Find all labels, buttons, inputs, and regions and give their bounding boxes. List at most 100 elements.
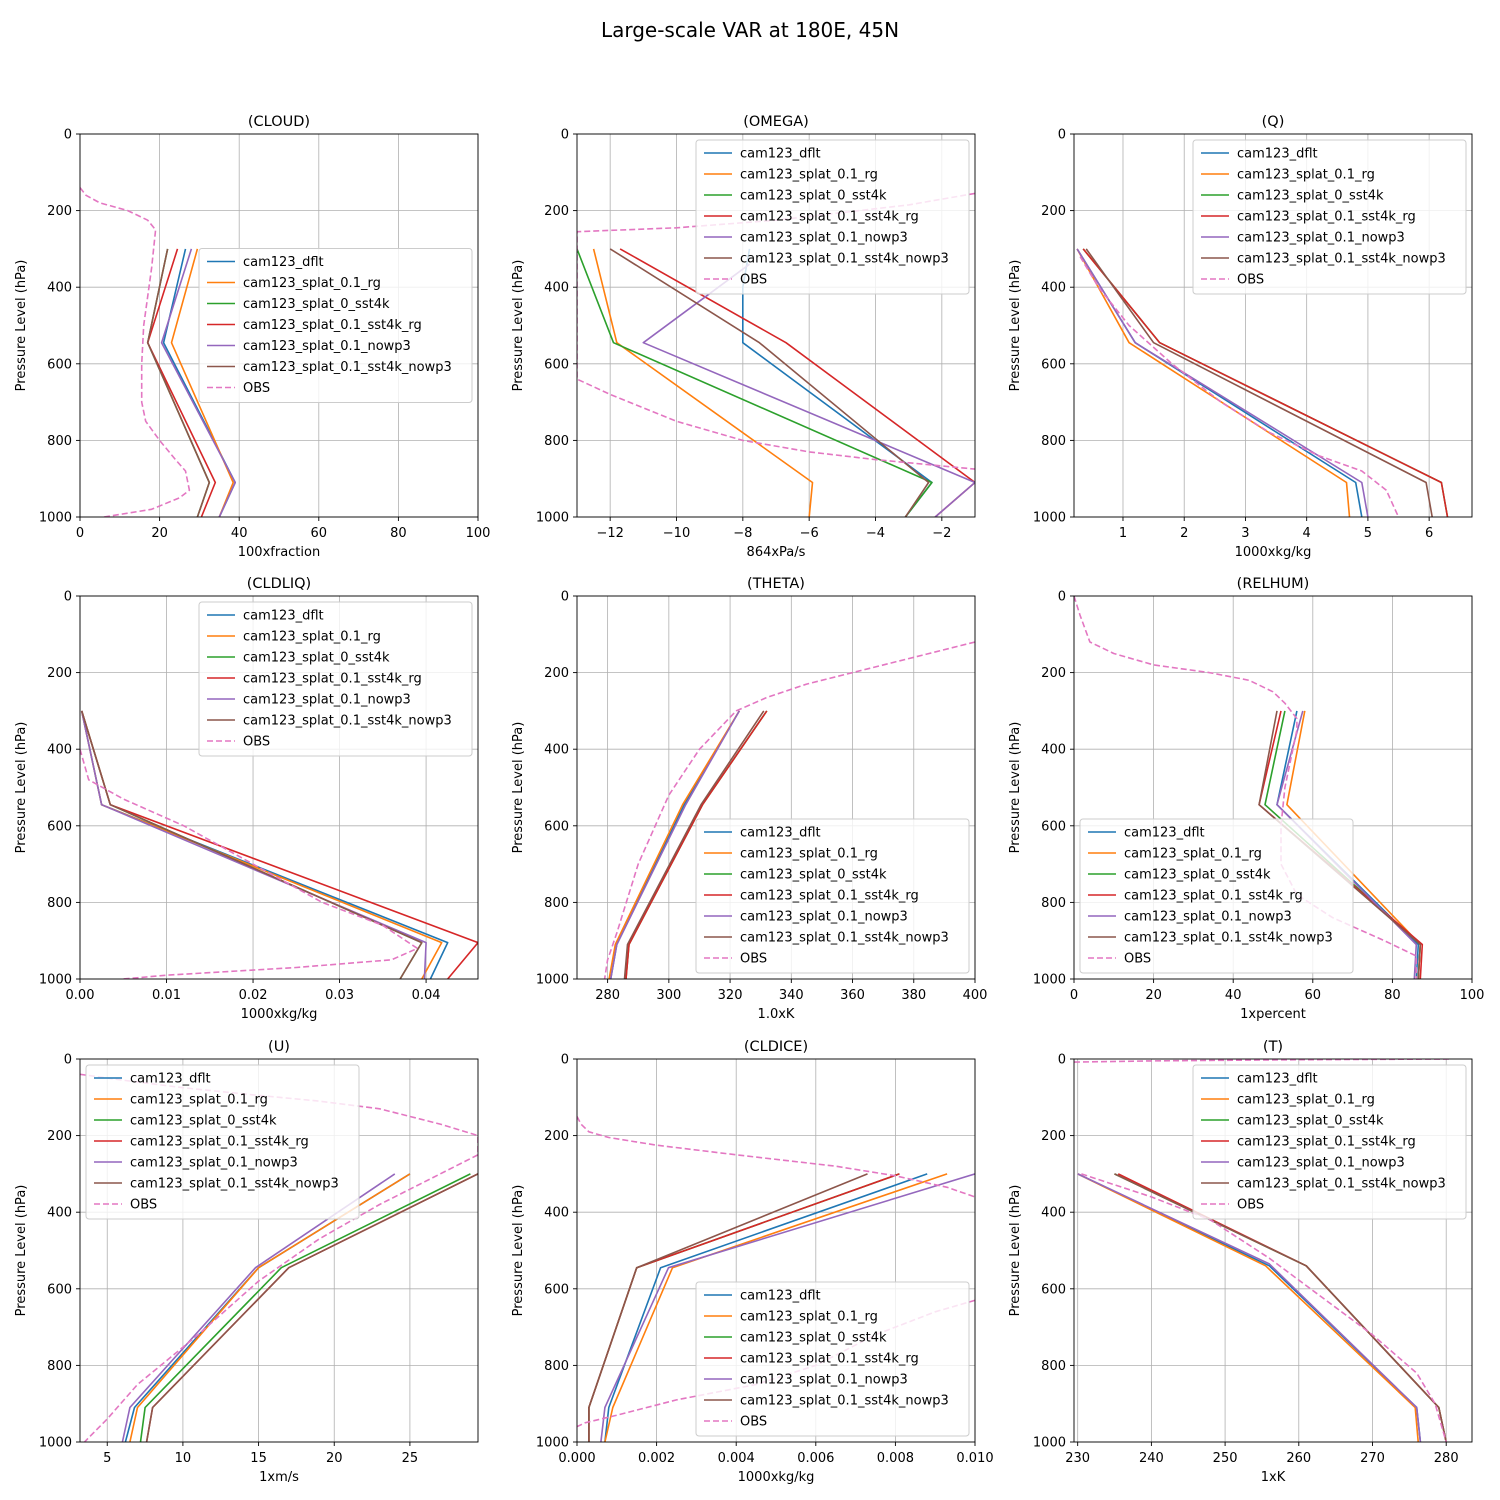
legend-label-cam123-splat-0-sst4k: cam123_splat_0_sst4k [740,189,887,204]
y-tick-label: 400 [1041,1206,1066,1221]
y-tick-label: 400 [47,281,72,296]
legend: cam123_dflt cam123_splat_0.1_rg cam123_spl… [198,601,473,757]
legend-label-cam123-splat-0-sst4k: cam123_splat_0_sst4k [1237,189,1384,204]
panel-u: 5 10 15 20 25 0 200 400 600 800 1000 (U) 1xm/s Pressu… [14,1039,479,1485]
series-line-cam123-splat-0-1-nowp3 [609,710,740,979]
panel-cloud: 0 20 40 60 80 10002004006008001000(CLOUD)100x… [14,114,490,560]
figure-title: Large-scale VAR at 180E, 45N [601,18,899,42]
y-tick-label: 400 [47,743,72,758]
legend-box [695,1281,970,1437]
x-tick-label: 400 [963,988,988,1003]
x-tick-label: 230 [1065,1451,1090,1466]
x-tick-label: 25 [402,1451,419,1466]
x-tick-label: 2 [1180,526,1188,541]
legend-label-cam123-splat-0-1-nowp3: cam123_splat_0.1_nowp3 [740,1373,908,1388]
y-tick-label: 400 [544,281,569,296]
legend-label-cam123-splat-0-1-rg: cam123_splat_0.1_rg [1237,168,1375,183]
legend-label-cam123-dflt: cam123_dflt [740,147,821,162]
legend-label-cam123-splat-0-1-sst4k-nowp3: cam123_splat_0.1_sst4k_nowp3 [243,360,452,375]
panel-cldliq: 0.00 0.01 0.02 0.03 0.04 0 200 400 600 800 1000 (CL… [14,576,479,1022]
panel-title: (RELHUM) [1237,576,1310,592]
y-tick-label: 1000 [536,1436,569,1451]
legend-label-cam123-splat-0-sst4k: cam123_splat_0_sst4k [1237,1114,1384,1129]
series-line-obs [1074,1059,1450,1063]
y-tick-label: 800 [544,434,569,449]
y-tick-label: 0 [561,590,569,605]
x-tick-label: 20 [1145,988,1162,1003]
y-tick-label: 400 [544,743,569,758]
legend: cam123_dflt cam123_splat_0.1_rg cam123_spl… [695,818,970,974]
panel-theta: 280 300 320 340 360 380 400 0 200 400 600 800 1000 (T… [511,576,987,1022]
x-tick-label: 270 [1360,1451,1385,1466]
y-tick-label: 200 [1041,1129,1066,1144]
panel-title: (U) [268,1039,290,1055]
y-axis-label: Pressure Level (hPa) [511,260,526,392]
legend-label-obs: OBS [243,381,270,396]
legend-label-cam123-dflt: cam123_dflt [1237,1072,1318,1087]
y-tick-label: 0 [561,1053,569,1068]
legend-label-cam123-splat-0-1-sst4k-nowp3: cam123_splat_0.1_sst4k_nowp3 [1124,931,1333,946]
series-line-obs [603,641,975,979]
y-tick-label: 600 [1041,819,1066,834]
series-group [577,192,975,517]
axes-frame [1073,595,1473,980]
series-line-cam123-splat-0-1-sst4k-nowp3 [145,1173,478,1442]
axes-frame [576,1058,976,1443]
x-tick-label: −6 [800,526,819,541]
x-tick-label: 0.006 [797,1451,834,1466]
series-line-cam123-splat-0-1-nowp3 [121,1173,396,1442]
y-tick-label: 1000 [1033,1436,1066,1451]
legend-label-cam123-splat-0-1-sst4k-rg: cam123_splat_0.1_sst4k_rg [740,1352,919,1367]
legend-label-cam123-splat-0-1-rg: cam123_splat_0.1_rg [740,1310,878,1325]
series-line-obs [1081,1173,1447,1442]
series-line-obs [80,187,191,517]
y-tick-label: 800 [544,896,569,911]
y-tick-label: 800 [544,1359,569,1374]
legend-label-cam123-splat-0-1-sst4k-nowp3: cam123_splat_0.1_sst4k_nowp3 [130,1177,339,1192]
x-tick-label: 0.01 [152,988,181,1003]
x-tick-label: 20 [326,1451,343,1466]
x-tick-label: 0.000 [558,1451,595,1466]
legend-box [1192,139,1467,295]
x-tick-label: −12 [596,526,623,541]
panel-relhum: 0 20 40 60 80 10002004006008001000(RELHUM)1xp… [1008,576,1484,1022]
legend-label-cam123-splat-0-1-nowp3: cam123_splat_0.1_nowp3 [1237,231,1405,246]
x-tick-label: −8 [733,526,752,541]
legend-label-cam123-splat-0-1-rg: cam123_splat_0.1_rg [740,847,878,862]
legend-label-obs: OBS [130,1198,157,1213]
y-tick-label: 1000 [39,973,72,988]
x-tick-label: 240 [1139,1451,1164,1466]
x-tick-label: 0.004 [718,1451,755,1466]
y-tick-label: 200 [47,1129,72,1144]
x-tick-label: 320 [718,988,743,1003]
x-tick-label: −2 [932,526,951,541]
y-tick-label: 800 [1041,896,1066,911]
series-line-cam123-splat-0-1-sst4k-nowp3 [609,248,930,517]
axes-frame [1073,133,1473,518]
legend-label-cam123-splat-0-1-sst4k-rg: cam123_splat_0.1_sst4k_rg [130,1135,309,1150]
x-tick-label: 3 [1241,526,1249,541]
legend-label-cam123-splat-0-1-nowp3: cam123_splat_0.1_nowp3 [130,1156,298,1171]
legend-box [198,248,473,403]
series-line-cam123-dflt [604,1173,928,1442]
legend-label-cam123-splat-0-sst4k: cam123_splat_0_sst4k [740,1331,887,1346]
x-axis-label: 1000xkg/kg [1235,545,1312,560]
y-tick-label: 1000 [1033,973,1066,988]
y-tick-label: 400 [1041,281,1066,296]
y-tick-label: 200 [544,204,569,219]
y-axis-label: Pressure Level (hPa) [511,722,526,854]
legend-label-cam123-splat-0-1-nowp3: cam123_splat_0.1_nowp3 [1124,910,1292,925]
x-axis-label: 1.0xK [758,1007,795,1022]
y-axis-label: Pressure Level (hPa) [1008,1185,1023,1317]
y-tick-label: 600 [47,1282,72,1297]
y-tick-label: 0 [1058,128,1066,143]
series-line-cam123-splat-0-1-rg [608,710,740,979]
x-tick-label: 280 [595,988,620,1003]
axes-frame [79,1058,479,1443]
series-line-obs [80,748,419,979]
legend-label-cam123-splat-0-1-sst4k-rg: cam123_splat_0.1_sst4k_rg [243,318,422,333]
panel-q: 1 2 3 4 5 6 0 200 400 600 800 1000 (Q) 1000xkg/kg Pres… [1008,114,1473,560]
legend: cam123_dflt cam123_splat_0.1_rg cam123_spl… [198,248,473,403]
y-tick-label: 800 [1041,434,1066,449]
legend-label-cam123-splat-0-sst4k: cam123_splat_0_sst4k [740,868,887,883]
